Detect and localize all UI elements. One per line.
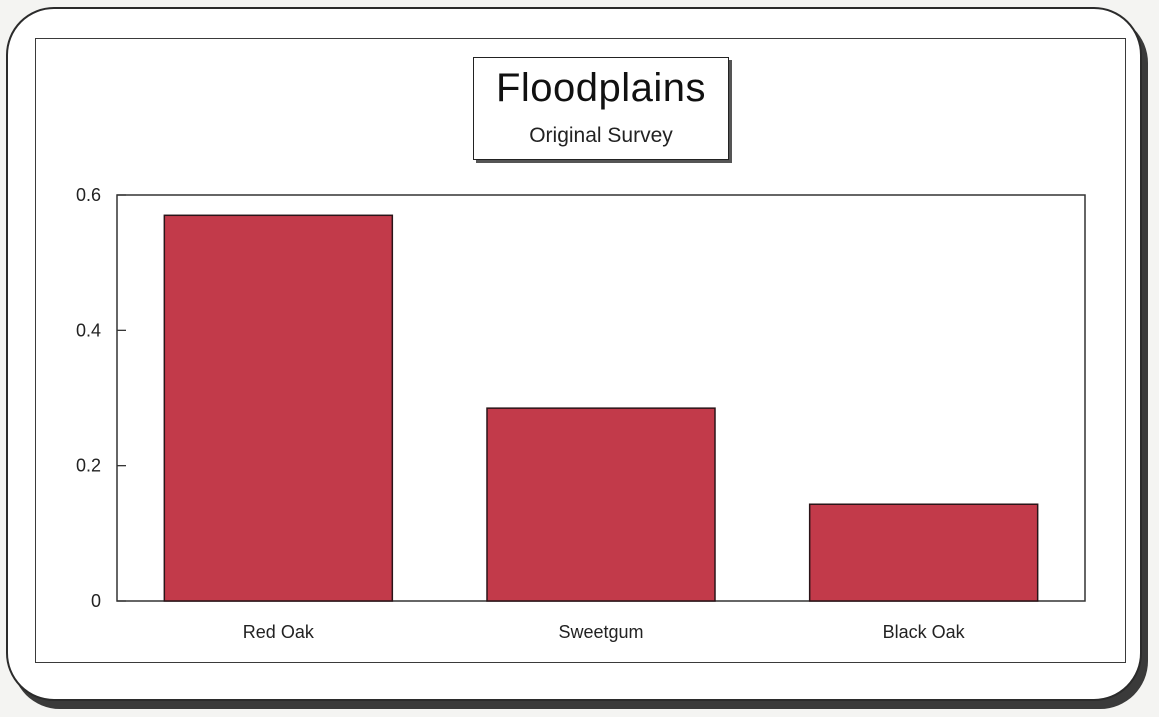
chart-subtitle: Original Survey xyxy=(529,124,673,147)
bar-red-oak xyxy=(163,214,394,602)
y-tick-label: 0.6 xyxy=(76,185,101,205)
x-category-label: Black Oak xyxy=(883,622,966,642)
bar-sweetgum xyxy=(486,407,716,602)
y-tick-label: 0.2 xyxy=(76,456,101,476)
chart-title: Floodplains xyxy=(495,66,707,110)
y-axis: 0 0.2 0.4 0.6 xyxy=(76,185,126,611)
chart-frame xyxy=(35,38,1126,663)
y-tick-label: 0.4 xyxy=(76,320,101,340)
y-tick-label: 0 xyxy=(91,591,101,611)
x-axis: Red Oak Sweetgum Black Oak xyxy=(243,622,966,642)
bars-group xyxy=(163,214,1039,602)
x-category-label: Sweetgum xyxy=(558,622,643,642)
chart-title-box: Floodplains Original Survey xyxy=(473,57,729,160)
bar-black-oak xyxy=(808,503,1039,602)
x-category-label: Red Oak xyxy=(243,622,315,642)
